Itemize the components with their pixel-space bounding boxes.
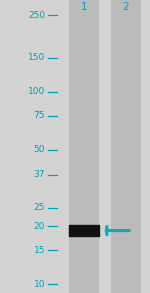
Text: 50: 50 <box>33 145 45 154</box>
Bar <box>69 0 99 293</box>
Text: 1: 1 <box>81 2 87 12</box>
Text: 20: 20 <box>34 222 45 231</box>
Text: 75: 75 <box>33 111 45 120</box>
Text: 15: 15 <box>33 246 45 255</box>
Bar <box>111 0 141 293</box>
Text: 2: 2 <box>123 2 129 12</box>
Text: 150: 150 <box>28 53 45 62</box>
Text: 10: 10 <box>33 280 45 289</box>
Text: 250: 250 <box>28 11 45 20</box>
Text: 100: 100 <box>28 87 45 96</box>
Text: 25: 25 <box>34 203 45 212</box>
Text: 37: 37 <box>33 170 45 179</box>
